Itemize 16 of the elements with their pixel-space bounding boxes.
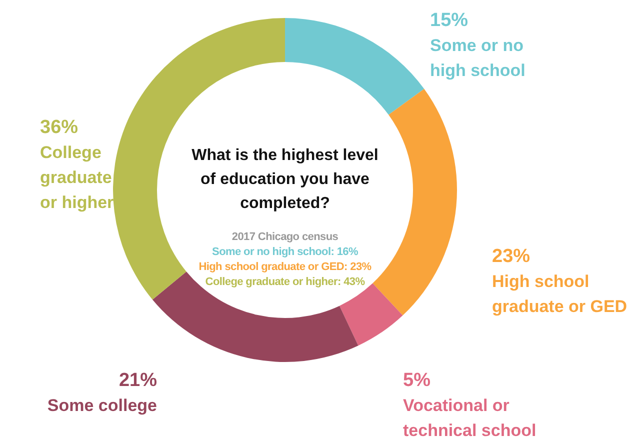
data-label: 36% bbox=[40, 117, 78, 138]
data-label: 21% bbox=[118, 370, 158, 391]
data-label: 15% bbox=[430, 10, 468, 31]
slice-label: College graduate or higher bbox=[40, 143, 114, 212]
data-label: 23% bbox=[492, 246, 530, 267]
slice-label: Vocational or technical school bbox=[403, 396, 536, 440]
slice-label: Some or no high school bbox=[430, 36, 526, 80]
slice-label: Some college bbox=[47, 396, 157, 415]
slice-label: High school graduate or GED bbox=[492, 272, 628, 316]
text: College graduate or higher: 43% bbox=[205, 276, 366, 288]
text: 2017 Chicago census bbox=[232, 231, 338, 243]
text: What is the highest level of education you have completed? bbox=[192, 147, 378, 212]
text: Some or no high school: 16% bbox=[212, 246, 358, 258]
text: High school graduate or GED: 23% bbox=[198, 261, 372, 273]
data-label: 5% bbox=[403, 370, 431, 391]
donut-slice bbox=[285, 18, 424, 115]
